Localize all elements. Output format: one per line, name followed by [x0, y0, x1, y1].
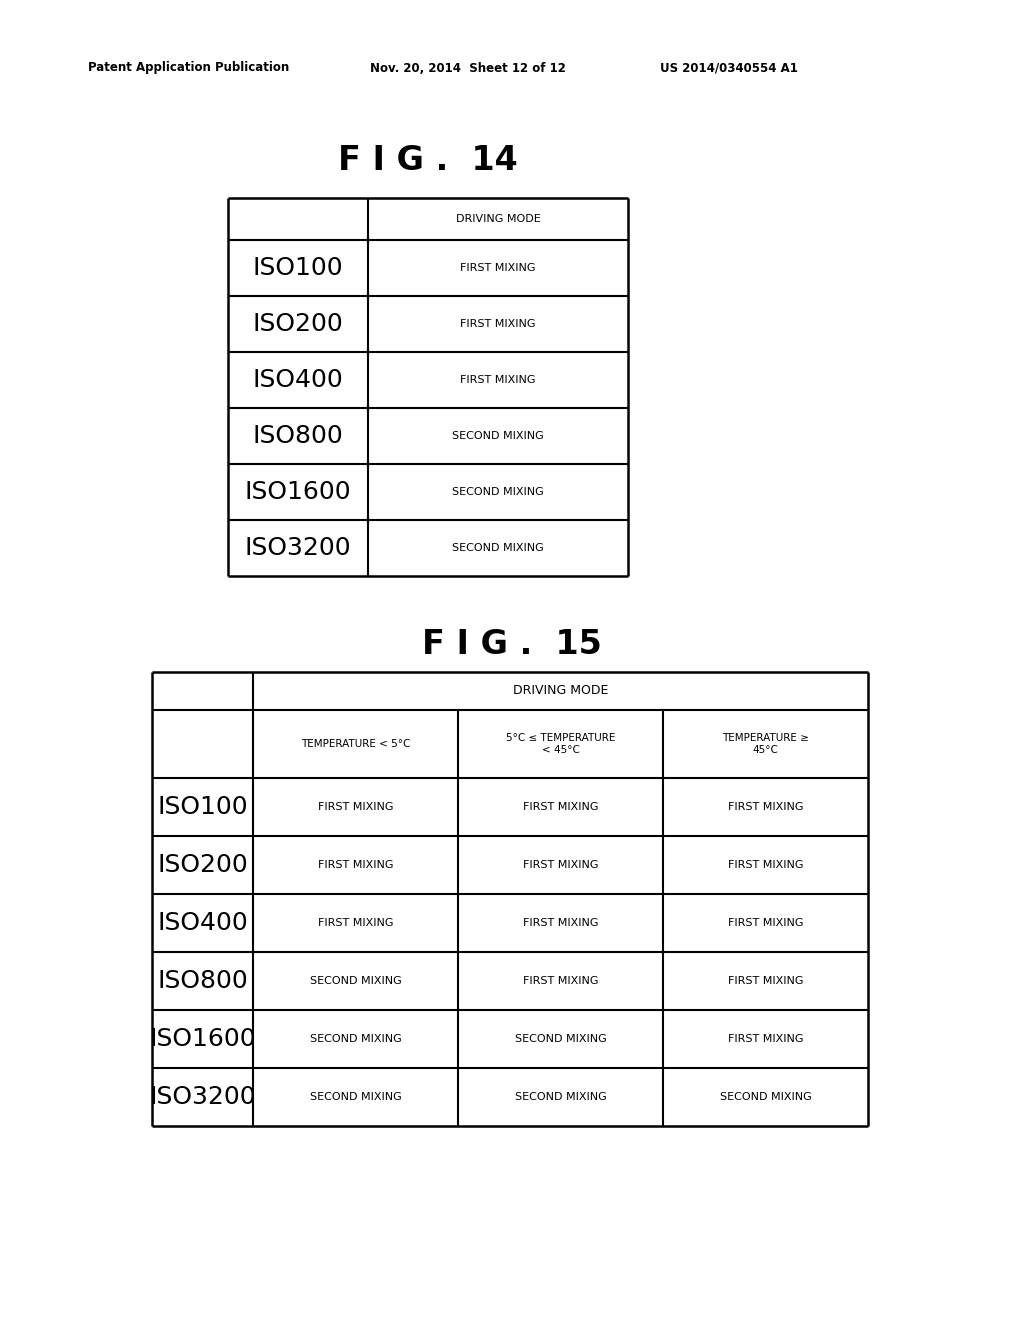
Text: F I G .  15: F I G . 15 [422, 628, 602, 661]
Text: ISO200: ISO200 [253, 312, 343, 337]
Text: ISO400: ISO400 [157, 911, 248, 935]
Text: ISO200: ISO200 [157, 853, 248, 876]
Text: F I G .  14: F I G . 14 [338, 144, 518, 177]
Text: FIRST MIXING: FIRST MIXING [728, 917, 803, 928]
Text: FIRST MIXING: FIRST MIXING [728, 803, 803, 812]
Text: Nov. 20, 2014  Sheet 12 of 12: Nov. 20, 2014 Sheet 12 of 12 [370, 62, 566, 74]
Text: FIRST MIXING: FIRST MIXING [317, 861, 393, 870]
Text: SECOND MIXING: SECOND MIXING [309, 975, 401, 986]
Text: FIRST MIXING: FIRST MIXING [317, 803, 393, 812]
Text: ISO100: ISO100 [253, 256, 343, 280]
Text: SECOND MIXING: SECOND MIXING [720, 1092, 811, 1102]
Text: SECOND MIXING: SECOND MIXING [453, 432, 544, 441]
Text: FIRST MIXING: FIRST MIXING [728, 861, 803, 870]
Text: SECOND MIXING: SECOND MIXING [309, 1034, 401, 1044]
Text: ISO400: ISO400 [253, 368, 343, 392]
Text: DRIVING MODE: DRIVING MODE [513, 685, 608, 697]
Text: ISO1600: ISO1600 [150, 1027, 256, 1051]
Text: ISO3200: ISO3200 [150, 1085, 256, 1109]
Text: FIRST MIXING: FIRST MIXING [460, 263, 536, 273]
Text: SECOND MIXING: SECOND MIXING [309, 1092, 401, 1102]
Text: FIRST MIXING: FIRST MIXING [522, 861, 598, 870]
Text: SECOND MIXING: SECOND MIXING [515, 1034, 606, 1044]
Text: FIRST MIXING: FIRST MIXING [522, 917, 598, 928]
Text: ISO800: ISO800 [253, 424, 343, 447]
Text: TEMPERATURE ≥
45°C: TEMPERATURE ≥ 45°C [722, 733, 809, 755]
Text: FIRST MIXING: FIRST MIXING [460, 319, 536, 329]
Text: 5°C ≤ TEMPERATURE
< 45°C: 5°C ≤ TEMPERATURE < 45°C [506, 733, 615, 755]
Text: FIRST MIXING: FIRST MIXING [728, 975, 803, 986]
Text: FIRST MIXING: FIRST MIXING [522, 975, 598, 986]
Text: ISO3200: ISO3200 [245, 536, 351, 560]
Text: FIRST MIXING: FIRST MIXING [317, 917, 393, 928]
Text: ISO800: ISO800 [157, 969, 248, 993]
Text: ISO100: ISO100 [158, 795, 248, 818]
Text: SECOND MIXING: SECOND MIXING [515, 1092, 606, 1102]
Text: TEMPERATURE < 5°C: TEMPERATURE < 5°C [301, 739, 411, 748]
Text: SECOND MIXING: SECOND MIXING [453, 487, 544, 498]
Text: DRIVING MODE: DRIVING MODE [456, 214, 541, 224]
Text: ISO1600: ISO1600 [245, 480, 351, 504]
Text: FIRST MIXING: FIRST MIXING [522, 803, 598, 812]
Text: US 2014/0340554 A1: US 2014/0340554 A1 [660, 62, 798, 74]
Text: FIRST MIXING: FIRST MIXING [460, 375, 536, 385]
Text: Patent Application Publication: Patent Application Publication [88, 62, 289, 74]
Text: FIRST MIXING: FIRST MIXING [728, 1034, 803, 1044]
Text: SECOND MIXING: SECOND MIXING [453, 543, 544, 553]
